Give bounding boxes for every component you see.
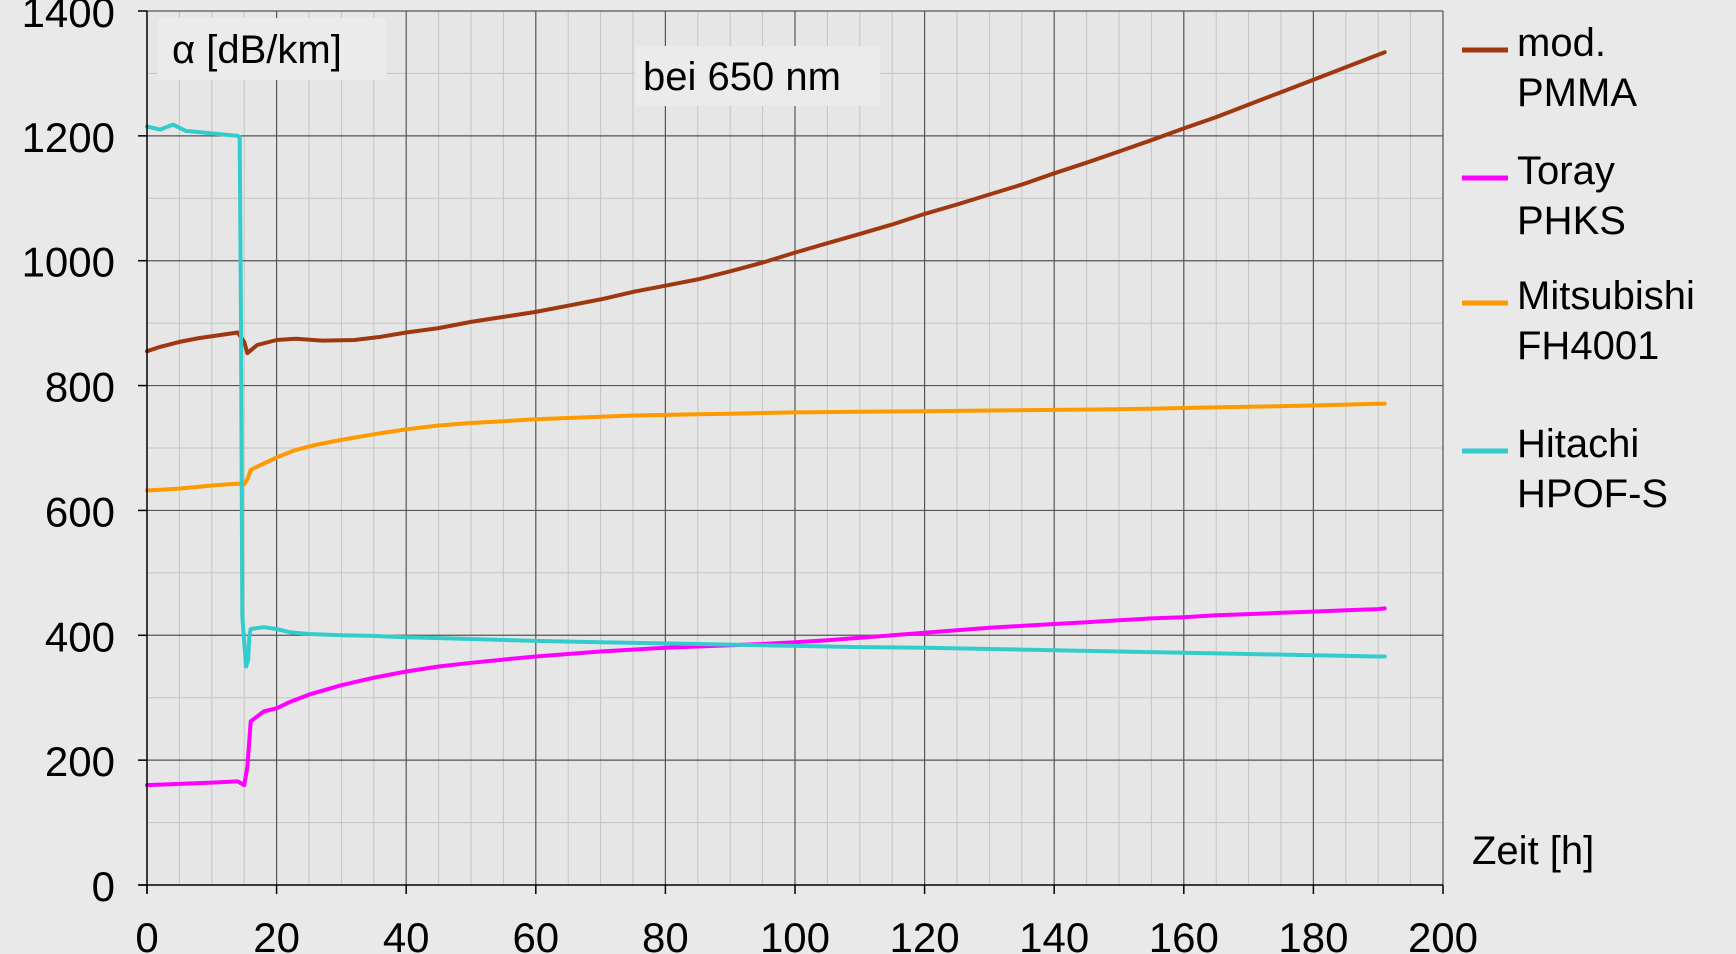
x-axis-label: Zeit [h]	[1472, 829, 1594, 873]
y-tick-label: 1400	[22, 0, 115, 36]
x-tick-label: 40	[383, 914, 430, 954]
series-line-1	[145, 606, 1387, 788]
series-line-0	[145, 50, 1387, 356]
series-line-2	[145, 401, 1387, 493]
series-line-3	[145, 122, 1387, 669]
legend-label-0: mod.	[1517, 21, 1606, 65]
x-tick-label: 0	[135, 914, 158, 954]
y-tick-label: 1000	[22, 239, 115, 286]
y-tick-label: 0	[92, 863, 115, 910]
x-tick-label: 100	[760, 914, 830, 954]
y-axis-label: α [dB/km]	[172, 28, 342, 72]
y-tick-label: 200	[45, 738, 115, 785]
legend-label-0: PMMA	[1517, 71, 1637, 115]
chart-annotation: bei 650 nm	[643, 55, 841, 99]
tick-labels: 0 20 40 60 80 100 120 140 160 180 200 0 200 400 600 800…	[22, 0, 1478, 954]
minor-grid	[147, 11, 1443, 885]
x-tick-label: 180	[1278, 914, 1348, 954]
y-tick-label: 800	[45, 364, 115, 411]
x-tick-label: 160	[1149, 914, 1219, 954]
series-layer	[145, 50, 1387, 788]
x-tick-label: 200	[1408, 914, 1478, 954]
legend-label-2: Mitsubishi	[1517, 274, 1695, 318]
y-tick-label: 1200	[22, 114, 115, 161]
major-grid	[147, 10, 1444, 885]
legend-label-1: Toray	[1517, 149, 1615, 193]
legend: mod. PMMA Toray PHKS Mitsubishi FH4001 Hitachi…	[1462, 21, 1695, 516]
legend-label-2: FH4001	[1517, 324, 1659, 368]
legend-label-3: HPOF-S	[1517, 472, 1668, 516]
legend-label-3: Hitachi	[1517, 422, 1639, 466]
axes	[138, 10, 1444, 894]
y-axis-label-group: α [dB/km]	[157, 18, 387, 80]
legend-label-1: PHKS	[1517, 199, 1626, 243]
x-tick-label: 80	[642, 914, 689, 954]
annotation-group: bei 650 nm	[635, 46, 880, 106]
x-tick-label: 60	[512, 914, 559, 954]
y-tick-label: 600	[45, 488, 115, 535]
y-tick-label: 400	[45, 613, 115, 660]
x-tick-label: 140	[1019, 914, 1089, 954]
x-tick-label: 20	[253, 914, 300, 954]
x-tick-label: 120	[890, 914, 960, 954]
